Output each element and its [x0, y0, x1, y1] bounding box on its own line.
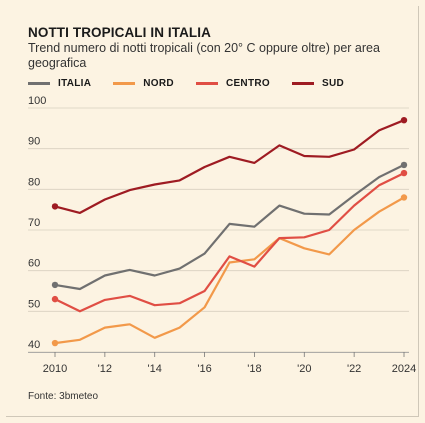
data-point-nord-2024 [400, 194, 408, 201]
chart-subtitle: Trend numero di notti tropicali (con 20°… [28, 41, 380, 70]
legend-label-italia: ITALIA [58, 78, 92, 89]
chart-title: NOTTI TROPICALI IN ITALIA [28, 25, 211, 40]
data-point-italia-2024 [400, 161, 408, 169]
data-point-italia-2010 [51, 281, 59, 289]
x-tick-label-2012: '12 [98, 363, 112, 375]
y-tick-label-50: 50 [28, 298, 40, 310]
legend-swatch-italia [28, 82, 50, 85]
legend-item-sud: SUD [291, 78, 344, 89]
y-tick-label-90: 90 [28, 136, 40, 148]
legend-item-italia: ITALIA [28, 78, 91, 89]
legend-label-nord: NORD [143, 78, 174, 89]
data-point-sud-2024 [400, 117, 408, 124]
series-line-italia [53, 163, 406, 291]
y-tick-label-80: 80 [28, 176, 40, 188]
x-tick-label-2014: '14 [148, 363, 162, 375]
data-point-centro-2024 [400, 169, 408, 177]
y-tick-label-40: 40 [28, 339, 40, 351]
data-point-nord-2010 [51, 339, 59, 347]
x-tick-label-2020: '20 [297, 363, 311, 375]
x-tick-label-2010: 2010 [43, 363, 67, 375]
series-line-sud [53, 119, 406, 214]
y-tick-label-70: 70 [28, 217, 40, 229]
y-tick-label-100: 100 [28, 95, 46, 107]
series-line-centro [53, 172, 406, 313]
x-tick-label-2018: '18 [247, 363, 261, 375]
legend-swatch-centro [195, 82, 218, 85]
legend-swatch-nord [113, 82, 136, 85]
chart-frame [6, 6, 419, 417]
legend-label-centro: CENTRO [225, 78, 270, 89]
data-point-sud-2010 [51, 203, 59, 210]
source-note: Fonte: 3bmeteo [28, 391, 99, 402]
legend-swatch-sud [291, 82, 314, 85]
y-tick-label-60: 60 [28, 258, 40, 270]
legend-label-sud: SUD [321, 78, 344, 89]
x-tick-label-2016: '16 [197, 363, 211, 375]
chart-legend: ITALIA NORD CENTRO SUD [28, 78, 366, 89]
x-tick-label-2022: '22 [347, 363, 361, 375]
series-line-nord [53, 196, 406, 345]
x-tick-label-2024: 2024 [392, 363, 416, 375]
legend-item-nord: NORD [113, 78, 174, 89]
legend-item-centro: CENTRO [195, 78, 270, 89]
data-point-centro-2010 [51, 295, 59, 303]
